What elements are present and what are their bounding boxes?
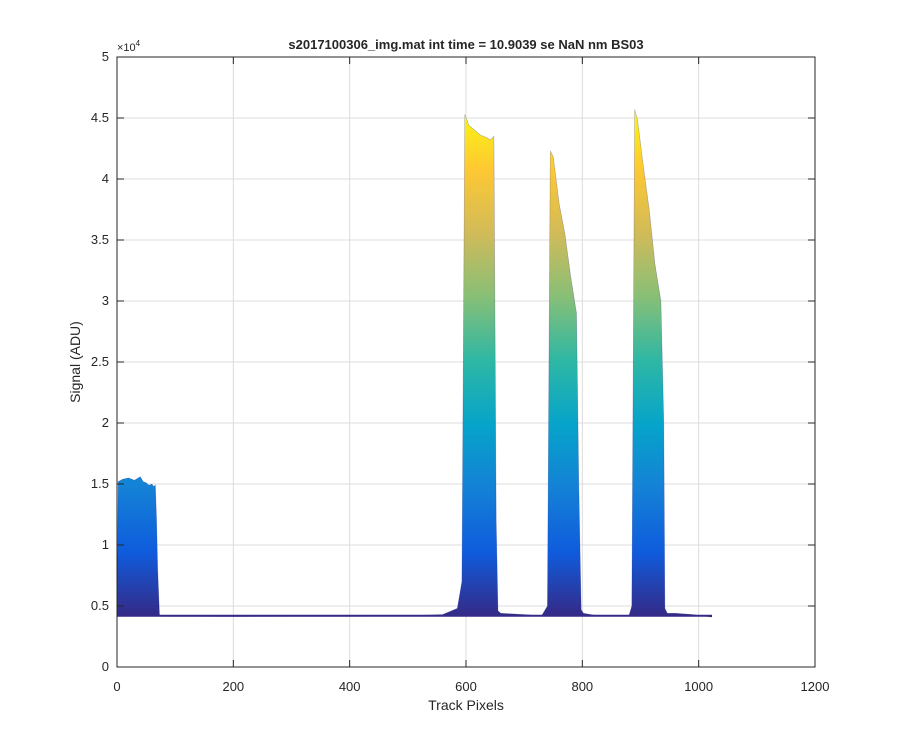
y-tick-label: 4.5 bbox=[91, 110, 109, 125]
signal-band-1 bbox=[117, 476, 164, 617]
y-axis-label: Signal (ADU) bbox=[67, 321, 83, 403]
x-tick-label: 400 bbox=[339, 679, 361, 694]
x-tick-label: 800 bbox=[571, 679, 593, 694]
x-tick-label: 200 bbox=[222, 679, 244, 694]
y-axis-ticks: 0 0.5 1 1.5 2 2.5 3 3.5 4 4.5 5 bbox=[91, 49, 815, 674]
y-tick-label: 2 bbox=[102, 415, 109, 430]
signal-band-4 bbox=[628, 109, 712, 617]
y-tick-label: 5 bbox=[102, 49, 109, 64]
signal-edge-3 bbox=[541, 150, 629, 617]
chart-title: s2017100306_img.mat int time = 10.9039 s… bbox=[288, 37, 643, 52]
y-tick-label: 4 bbox=[102, 171, 109, 186]
signal-edge-1 bbox=[116, 476, 164, 617]
y-tick-label: 1 bbox=[102, 537, 109, 552]
signal-band-3 bbox=[541, 150, 629, 616]
data-area bbox=[116, 109, 713, 618]
x-tick-label: 1000 bbox=[684, 679, 713, 694]
y-exponent-power: 4 bbox=[136, 39, 141, 48]
x-tick-label: 1200 bbox=[801, 679, 830, 694]
signal-edge-4 bbox=[628, 109, 712, 618]
y-tick-label: 0.5 bbox=[91, 598, 109, 613]
y-axis-exponent: ×104 bbox=[117, 39, 141, 54]
y-tick-label: 2.5 bbox=[91, 354, 109, 369]
x-axis-ticks: 0 200 400 600 800 1000 1200 bbox=[113, 57, 829, 694]
y-tick-label: 3.5 bbox=[91, 232, 109, 247]
y-tick-label: 0 bbox=[102, 659, 109, 674]
x-tick-label: 0 bbox=[113, 679, 120, 694]
y-tick-label: 1.5 bbox=[91, 476, 109, 491]
x-axis-label: Track Pixels bbox=[428, 697, 504, 713]
y-exponent-base: ×10 bbox=[117, 42, 136, 54]
signal-band-2 bbox=[163, 114, 542, 617]
y-tick-label: 3 bbox=[102, 293, 109, 308]
x-tick-label: 600 bbox=[455, 679, 477, 694]
